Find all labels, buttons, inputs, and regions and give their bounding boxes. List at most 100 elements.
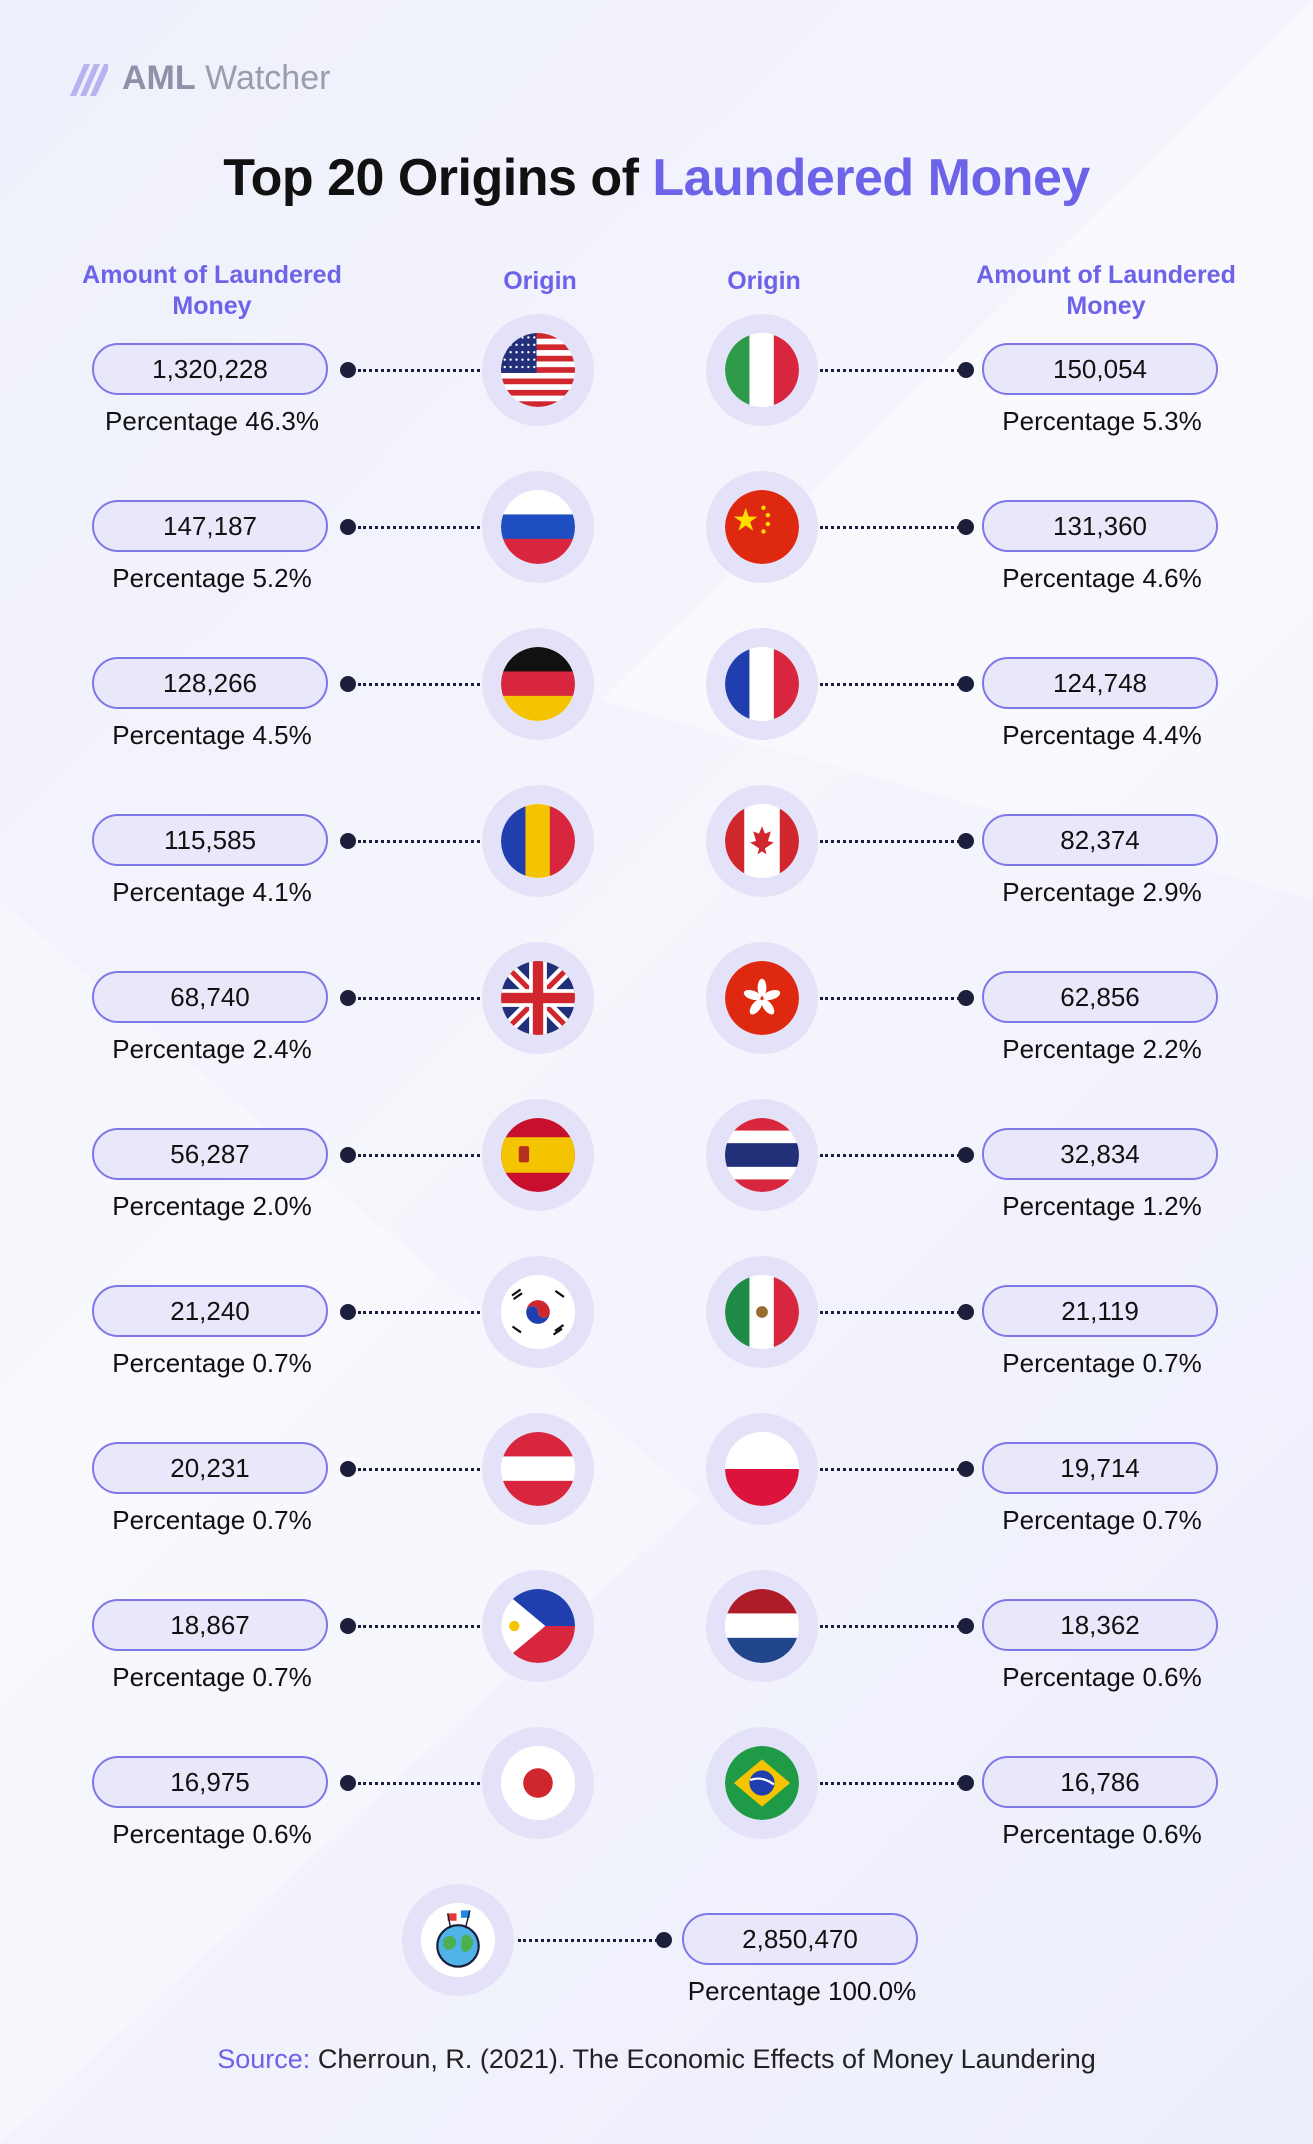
connector-dot [958, 1304, 974, 1320]
total-amount-pill: 2,850,470 [682, 1913, 918, 1965]
right-amount-pill: 82,374 [982, 814, 1218, 866]
germany-flag-icon [501, 647, 575, 721]
left-amount-pill: 21,240 [92, 1285, 328, 1337]
hong-kong-flag-icon [725, 961, 799, 1035]
right-amount-pill: 124,748 [982, 657, 1218, 709]
austria-flag-icon [501, 1432, 575, 1506]
right-amount-header: Amount of Laundered Money [976, 261, 1236, 320]
left-percentage-label: Percentage 2.0% [112, 1191, 312, 1221]
left-percentage-label: Percentage 2.4% [112, 1034, 312, 1064]
connector-dot [340, 519, 356, 535]
connector-line [820, 1625, 960, 1628]
left-amount-header: Amount of Laundered Money [82, 261, 342, 320]
right-amount-pill: 21,119 [982, 1285, 1218, 1337]
origin-flag [706, 1256, 818, 1368]
origin-flag [706, 1727, 818, 1839]
connector-dot [958, 519, 974, 535]
source-label: Source: [217, 2044, 311, 2074]
connector-dot [958, 1618, 974, 1634]
connector-line [820, 1154, 960, 1157]
aml-watcher-logo-icon [70, 64, 108, 96]
connector-line [358, 1782, 480, 1785]
connector-line [358, 1625, 480, 1628]
globe-icon [421, 1903, 495, 1977]
origin-flag [482, 1256, 594, 1368]
left-amount-pill: 18,867 [92, 1599, 328, 1651]
romania-flag-icon [501, 804, 575, 878]
netherlands-flag-icon [725, 1589, 799, 1663]
right-amount-pill: 150,054 [982, 343, 1218, 395]
origin-flag [482, 1570, 594, 1682]
connector-dot [958, 362, 974, 378]
right-percentage-label: Percentage 0.7% [1002, 1348, 1202, 1378]
connector-line [820, 1782, 960, 1785]
left-origin-header: Origin [503, 267, 577, 295]
left-amount-pill: 16,975 [92, 1756, 328, 1808]
connector-line [820, 1468, 960, 1471]
left-percentage-label: Percentage 4.1% [112, 877, 312, 907]
left-percentage-label: Percentage 46.3% [105, 406, 319, 436]
origin-flag [482, 628, 594, 740]
origin-flag [706, 314, 818, 426]
source-citation: Source: Cherroun, R. (2021). The Economi… [0, 2044, 1313, 2075]
connector-dot [958, 990, 974, 1006]
connector-dot [656, 1932, 672, 1948]
connector-line [820, 840, 960, 843]
italy-flag-icon [725, 333, 799, 407]
left-percentage-label: Percentage 0.6% [112, 1819, 312, 1849]
thailand-flag-icon [725, 1118, 799, 1192]
connector-line [820, 369, 960, 372]
right-amount-pill: 62,856 [982, 971, 1218, 1023]
china-flag-icon [725, 490, 799, 564]
right-amount-pill: 32,834 [982, 1128, 1218, 1180]
right-amount-pill: 131,360 [982, 500, 1218, 552]
connector-line [820, 526, 960, 529]
connector-dot [958, 1461, 974, 1477]
connector-line [358, 1468, 480, 1471]
left-percentage-label: Percentage 0.7% [112, 1348, 312, 1378]
connector-dot [340, 362, 356, 378]
connector-dot [340, 1147, 356, 1163]
canada-flag-icon [725, 804, 799, 878]
left-amount-pill: 1,320,228 [92, 343, 328, 395]
left-amount-pill: 115,585 [92, 814, 328, 866]
right-percentage-label: Percentage 1.2% [1002, 1191, 1202, 1221]
connector-line [820, 683, 960, 686]
brand-name: AML Watcher [122, 58, 331, 97]
connector-line [820, 1311, 960, 1314]
right-amount-pill: 16,786 [982, 1756, 1218, 1808]
origin-flag [706, 942, 818, 1054]
connector-dot [958, 833, 974, 849]
origin-flag [482, 785, 594, 897]
right-percentage-label: Percentage 2.9% [1002, 877, 1202, 907]
right-percentage-label: Percentage 5.3% [1002, 406, 1202, 436]
spain-flag-icon [501, 1118, 575, 1192]
connector-dot [958, 676, 974, 692]
russia-flag-icon [501, 490, 575, 564]
left-amount-pill: 20,231 [92, 1442, 328, 1494]
right-percentage-label: Percentage 0.7% [1002, 1505, 1202, 1535]
origin-flag [706, 471, 818, 583]
right-percentage-label: Percentage 4.6% [1002, 563, 1202, 593]
philippines-flag-icon [501, 1589, 575, 1663]
connector-line [358, 369, 480, 372]
origin-flag [482, 1099, 594, 1211]
left-percentage-label: Percentage 0.7% [112, 1662, 312, 1692]
left-percentage-label: Percentage 5.2% [112, 563, 312, 593]
origin-flag [706, 785, 818, 897]
right-percentage-label: Percentage 4.4% [1002, 720, 1202, 750]
left-amount-pill: 128,266 [92, 657, 328, 709]
connector-line [358, 526, 480, 529]
connector-dot [340, 1775, 356, 1791]
origin-flag [706, 628, 818, 740]
origin-flag [706, 1570, 818, 1682]
france-flag-icon [725, 647, 799, 721]
right-amount-pill: 19,714 [982, 1442, 1218, 1494]
connector-line [820, 997, 960, 1000]
connector-line [358, 840, 480, 843]
origin-flag [482, 1413, 594, 1525]
uk-flag-icon [501, 961, 575, 1035]
mexico-flag-icon [725, 1275, 799, 1349]
page-title: Top 20 Origins of Laundered Money [223, 149, 1090, 207]
right-percentage-label: Percentage 2.2% [1002, 1034, 1202, 1064]
